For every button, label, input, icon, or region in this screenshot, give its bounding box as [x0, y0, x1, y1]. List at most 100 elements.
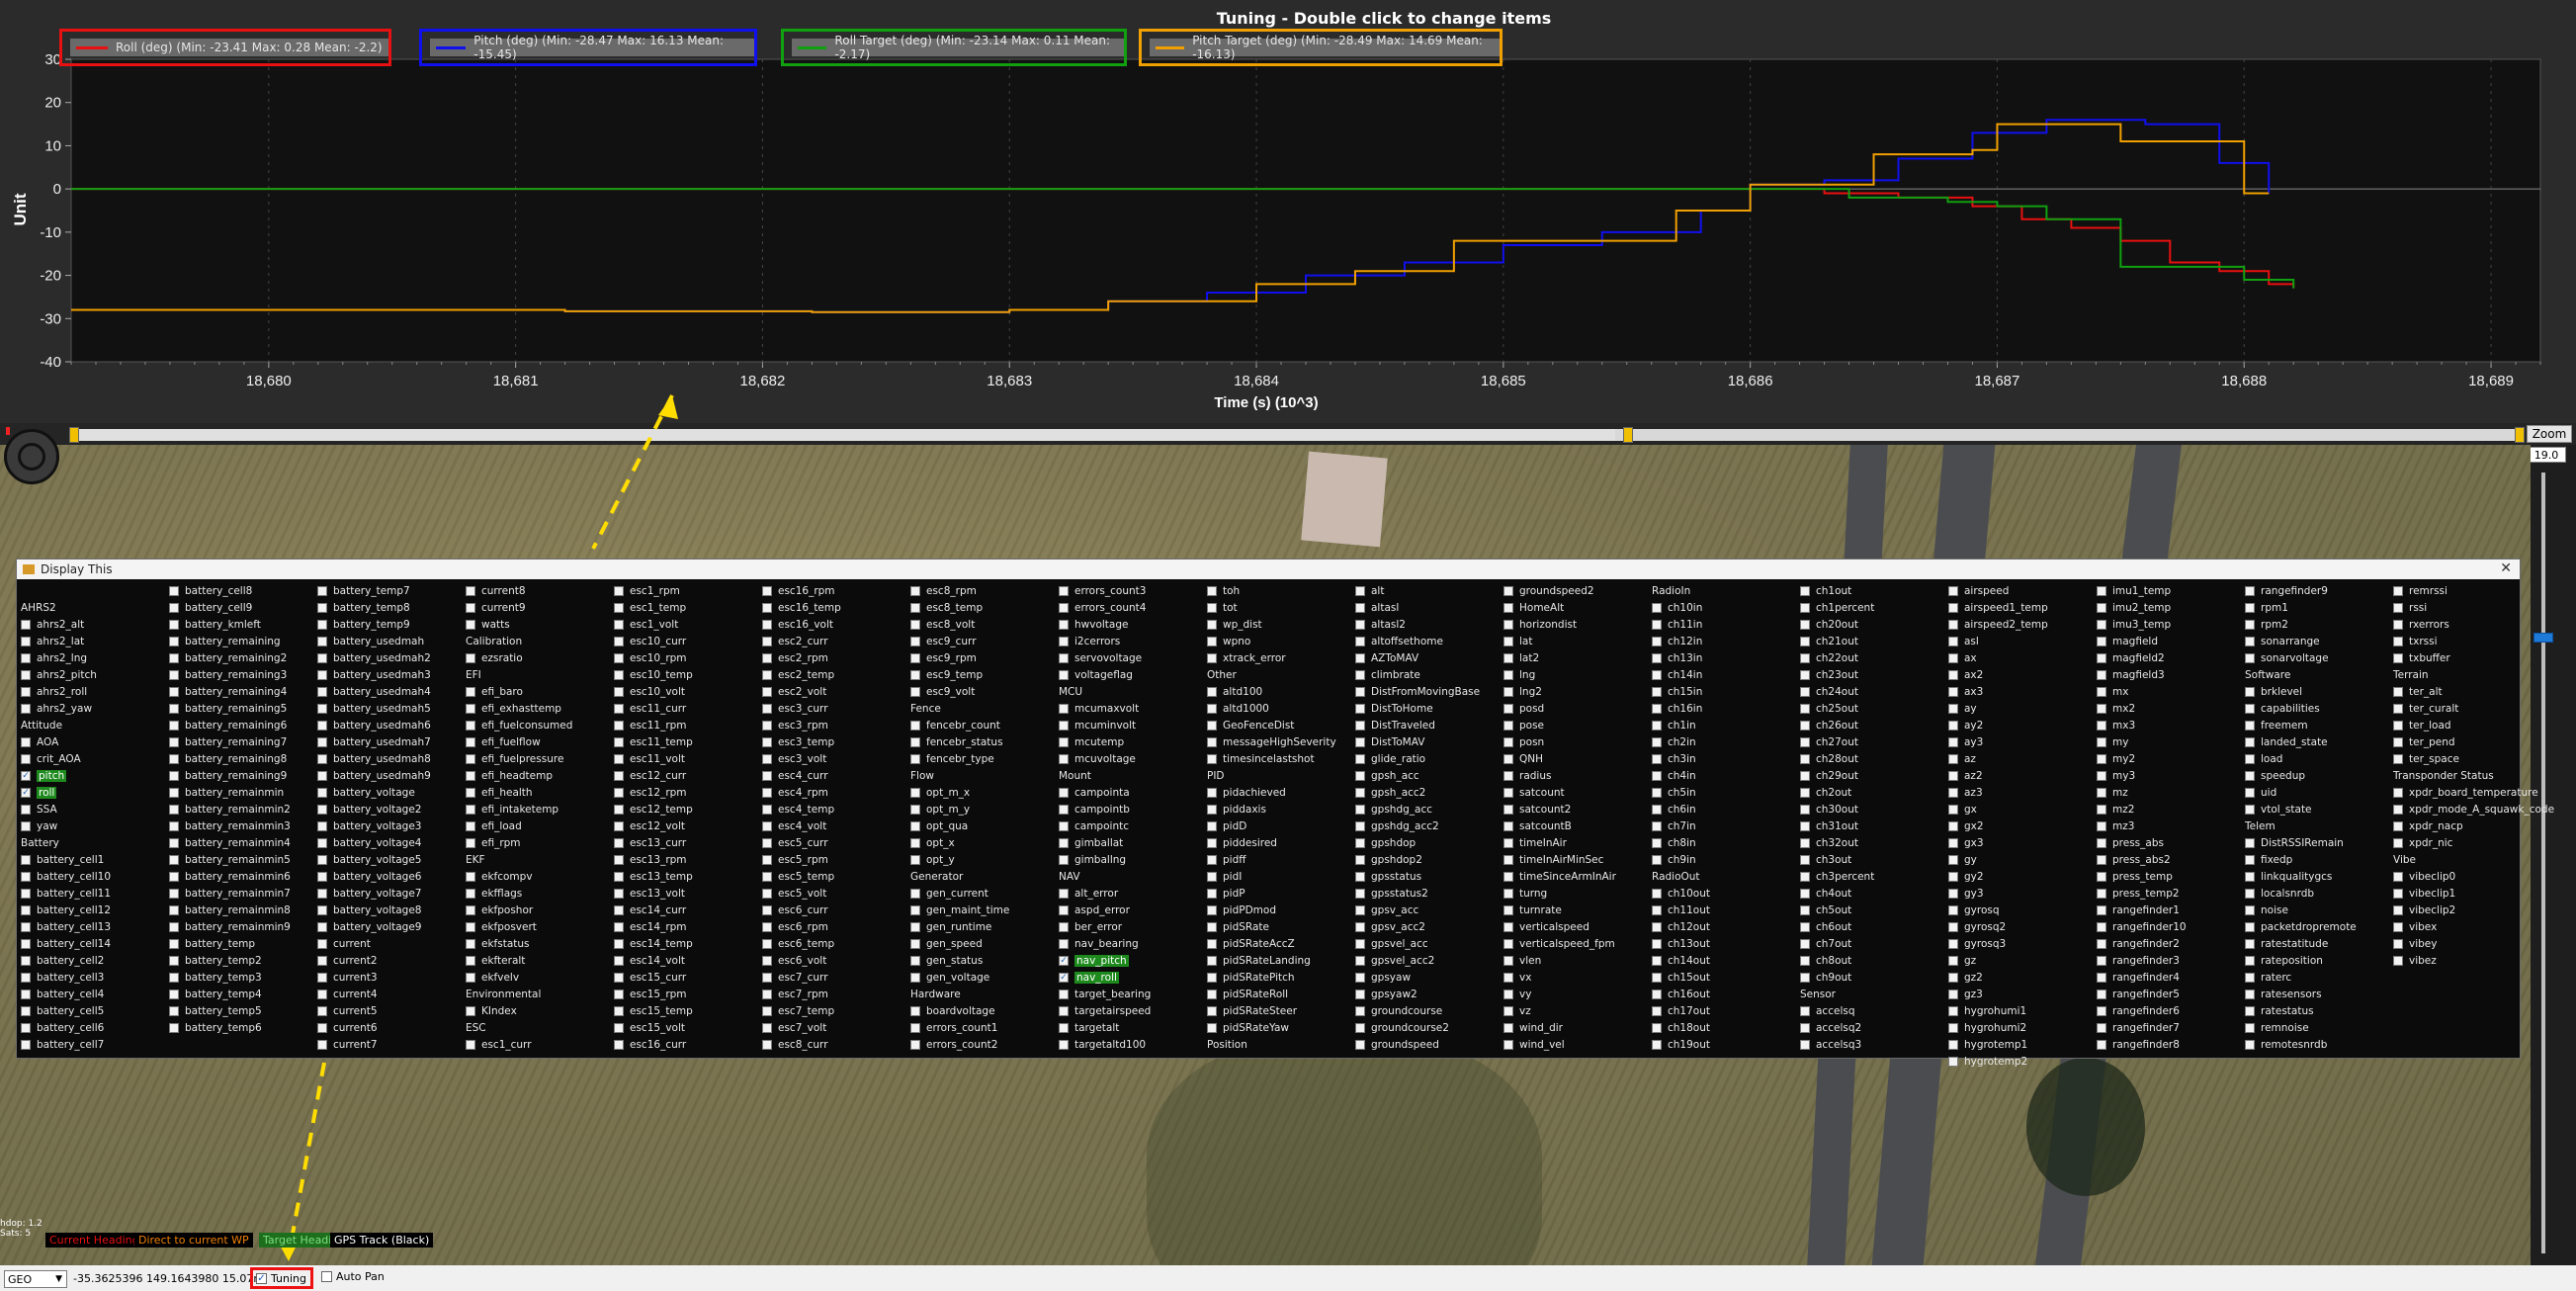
field-checkbox[interactable]: ch4in — [1652, 768, 1696, 784]
field-checkbox[interactable]: gx3 — [1948, 835, 1984, 851]
close-icon[interactable]: ✕ — [2500, 560, 2512, 576]
field-checkbox[interactable]: pidI — [1207, 869, 1242, 885]
field-checkbox[interactable]: pidSRateYaw — [1207, 1020, 1289, 1036]
field-checkbox[interactable]: freemem — [2245, 718, 2308, 733]
field-checkbox[interactable]: messageHighSeverity — [1207, 734, 1336, 750]
field-checkbox[interactable]: pidP — [1207, 886, 1245, 902]
field-checkbox[interactable]: battery_temp — [169, 936, 255, 952]
field-checkbox[interactable]: efi_health — [466, 785, 533, 801]
field-checkbox[interactable]: AOA — [21, 734, 58, 750]
field-checkbox[interactable]: battery_temp4 — [169, 987, 262, 1002]
field-checkbox[interactable]: esc6_rpm — [762, 919, 828, 935]
field-checkbox[interactable]: ratesensors — [2245, 987, 2322, 1002]
field-checkbox[interactable]: gpshdg_acc — [1355, 802, 1432, 818]
field-checkbox[interactable]: vibex — [2393, 919, 2437, 935]
field-checkbox[interactable]: esc4_rpm — [762, 785, 828, 801]
field-checkbox[interactable]: rangefinder5 — [2097, 987, 2180, 1002]
field-checkbox[interactable]: battery_voltage2 — [317, 802, 422, 818]
field-checkbox[interactable]: battery_voltage7 — [317, 886, 422, 902]
field-checkbox[interactable]: mz3 — [2097, 818, 2134, 834]
field-checkbox[interactable]: efi_fuelflow — [466, 734, 541, 750]
field-checkbox[interactable]: ch25out — [1800, 701, 1858, 717]
field-checkbox[interactable]: magfield — [2097, 634, 2158, 649]
field-checkbox[interactable]: battery_voltage5 — [317, 852, 422, 868]
field-checkbox[interactable]: esc15_temp — [614, 1003, 693, 1019]
field-checkbox[interactable]: esc8_rpm — [910, 583, 977, 599]
field-checkbox[interactable]: campointc — [1059, 818, 1129, 834]
field-checkbox[interactable]: altasl — [1355, 600, 1399, 616]
field-checkbox[interactable]: ch10out — [1652, 886, 1710, 902]
field-checkbox[interactable]: battery_cell3 — [21, 970, 104, 986]
field-checkbox[interactable]: accelsq2 — [1800, 1020, 1861, 1036]
field-checkbox[interactable]: esc13_volt — [614, 886, 685, 902]
field-checkbox[interactable]: ch7out — [1800, 936, 1851, 952]
field-checkbox[interactable]: groundspeed2 — [1503, 583, 1594, 599]
field-checkbox[interactable]: gpsv_acc — [1355, 903, 1418, 918]
field-checkbox[interactable]: battery_temp7 — [317, 583, 410, 599]
field-checkbox[interactable]: load — [2245, 751, 2282, 767]
field-checkbox[interactable]: efi_intaketemp — [466, 802, 558, 818]
field-checkbox[interactable]: ekfstatus — [466, 936, 530, 952]
field-checkbox[interactable]: esc10_temp — [614, 667, 693, 683]
field-checkbox[interactable]: battery_remainmin7 — [169, 886, 291, 902]
field-checkbox[interactable]: groundcourse2 — [1355, 1020, 1449, 1036]
field-checkbox[interactable]: timeInAir — [1503, 835, 1567, 851]
field-checkbox[interactable]: pidPDmod — [1207, 903, 1276, 918]
field-checkbox[interactable]: esc5_rpm — [762, 852, 828, 868]
field-checkbox[interactable]: ch13in — [1652, 650, 1702, 666]
field-checkbox[interactable]: battery_remainmin4 — [169, 835, 291, 851]
field-checkbox[interactable]: watts — [466, 617, 510, 633]
field-checkbox[interactable]: altd1000 — [1207, 701, 1269, 717]
field-checkbox[interactable]: airspeed1_temp — [1948, 600, 2048, 616]
field-checkbox[interactable]: glide_ratio — [1355, 751, 1425, 767]
field-checkbox[interactable]: rangefinder7 — [2097, 1020, 2180, 1036]
field-checkbox[interactable]: lat2 — [1503, 650, 1539, 666]
field-checkbox[interactable]: esc11_volt — [614, 751, 685, 767]
auto-pan-checkbox[interactable]: Auto Pan — [321, 1270, 385, 1283]
field-checkbox[interactable]: speedup — [2245, 768, 2305, 784]
field-checkbox[interactable]: esc2_temp — [762, 667, 834, 683]
field-checkbox[interactable]: rangefinder2 — [2097, 936, 2180, 952]
field-checkbox[interactable]: gx2 — [1948, 818, 1984, 834]
field-checkbox[interactable]: esc1_volt — [614, 617, 678, 633]
field-checkbox[interactable]: ezsratio — [466, 650, 523, 666]
field-checkbox[interactable]: groundcourse — [1355, 1003, 1442, 1019]
field-checkbox[interactable]: battery_cell2 — [21, 953, 104, 969]
field-checkbox[interactable]: esc16_volt — [762, 617, 833, 633]
field-checkbox[interactable]: esc1_curr — [466, 1037, 532, 1053]
field-checkbox[interactable]: ay — [1948, 701, 1977, 717]
field-checkbox[interactable]: ch8out — [1800, 953, 1851, 969]
field-checkbox[interactable]: landed_state — [2245, 734, 2328, 750]
field-checkbox[interactable]: ch1out — [1800, 583, 1851, 599]
field-checkbox[interactable]: battery_cell5 — [21, 1003, 104, 1019]
field-checkbox[interactable]: imu3_temp — [2097, 617, 2171, 633]
field-checkbox[interactable]: wp_dist — [1207, 617, 1262, 633]
field-checkbox[interactable]: ay2 — [1948, 718, 1983, 733]
field-checkbox[interactable]: target_bearing — [1059, 987, 1151, 1002]
field-checkbox[interactable]: esc10_volt — [614, 684, 685, 700]
field-checkbox[interactable]: esc6_volt — [762, 953, 826, 969]
field-checkbox[interactable]: gy2 — [1948, 869, 1984, 885]
field-checkbox[interactable]: vibey — [2393, 936, 2437, 952]
field-checkbox[interactable]: esc4_temp — [762, 802, 834, 818]
field-checkbox[interactable]: radius — [1503, 768, 1551, 784]
field-checkbox[interactable]: ekfflags — [466, 886, 522, 902]
field-checkbox[interactable]: ekfteralt — [466, 953, 525, 969]
field-checkbox[interactable]: i2cerrors — [1059, 634, 1120, 649]
field-checkbox[interactable]: txrssi — [2393, 634, 2438, 649]
field-checkbox[interactable]: battery_temp6 — [169, 1020, 262, 1036]
field-checkbox[interactable]: current6 — [317, 1020, 378, 1036]
field-checkbox[interactable]: pidachieved — [1207, 785, 1286, 801]
field-checkbox[interactable]: fencebr_count — [910, 718, 1000, 733]
field-checkbox[interactable]: magfield2 — [2097, 650, 2165, 666]
field-checkbox[interactable]: battery_cell10 — [21, 869, 111, 885]
field-checkbox[interactable]: efi_fuelpressure — [466, 751, 563, 767]
field-checkbox[interactable]: hygrotemp2 — [1948, 1054, 2027, 1070]
zoom-label[interactable]: Zoom — [2527, 425, 2572, 443]
tuning-checkbox[interactable]: ✓ Tuning — [250, 1267, 313, 1289]
field-checkbox[interactable]: esc14_curr — [614, 903, 686, 918]
scrubber-position-handle[interactable] — [1623, 427, 1633, 443]
field-checkbox[interactable]: timeSinceArmInAir — [1503, 869, 1616, 885]
field-checkbox[interactable]: battery_remaining4 — [169, 684, 287, 700]
field-checkbox[interactable]: efi_headtemp — [466, 768, 553, 784]
